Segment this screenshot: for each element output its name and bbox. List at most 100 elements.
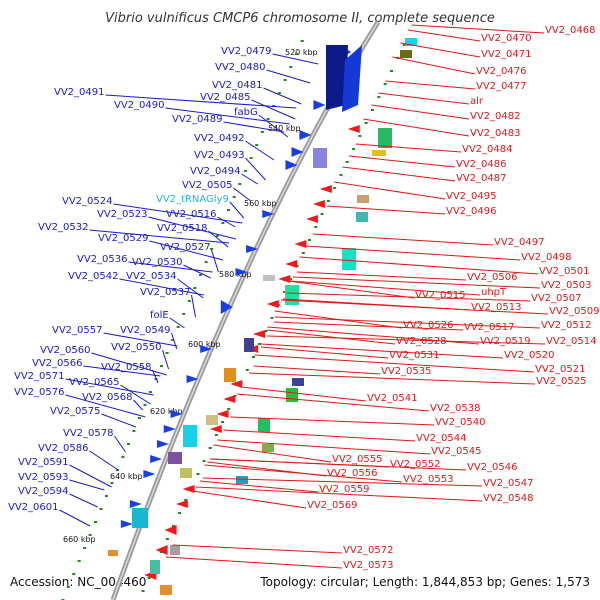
gene-label[interactable]: folE <box>150 310 169 321</box>
gene-label[interactable]: VV2_0497 <box>494 237 545 248</box>
gene-label[interactable]: VV2_0529 <box>98 233 149 244</box>
gene-label[interactable]: VV2_0576 <box>14 387 65 398</box>
gene-label[interactable]: VV2_0520 <box>504 350 555 361</box>
gene-label[interactable]: VV2_0491 <box>54 87 105 98</box>
gene-label[interactable]: VV2_0558 <box>101 362 152 373</box>
gene-block <box>326 45 348 110</box>
gene-label[interactable]: fabG <box>234 107 258 118</box>
gene-label[interactable]: VV2_0538 <box>430 403 481 414</box>
accession-text: Accession: NC_004460 <box>10 575 146 589</box>
gene-label[interactable]: VV2_0535 <box>381 366 432 377</box>
gene-label[interactable]: VV2_0489 <box>172 114 223 125</box>
gene-label[interactable]: VV2_0527 <box>160 242 211 253</box>
gene-label[interactable]: VV2_0594 <box>18 486 69 497</box>
gene-label[interactable]: VV2_0501 <box>539 266 590 277</box>
gene-label[interactable]: VV2_0528 <box>396 336 447 347</box>
gene-label[interactable]: VV2_0521 <box>535 364 586 375</box>
gene-label[interactable]: VV2_0548 <box>483 493 534 504</box>
gene-label[interactable]: VV2_0514 <box>546 336 597 347</box>
gene-label[interactable]: VV2_0572 <box>343 545 394 556</box>
gene-label[interactable]: VV2_0573 <box>343 560 394 571</box>
gene-label[interactable]: VV2_0513 <box>471 302 522 313</box>
gene-label[interactable]: VV2_0530 <box>132 257 183 268</box>
gene-label[interactable]: VV2_0601 <box>8 502 59 513</box>
gene-label[interactable]: VV2_0468 <box>545 25 596 36</box>
gene-label[interactable]: VV2_0492 <box>194 133 245 144</box>
gene-label[interactable]: VV2_0525 <box>536 376 587 387</box>
gene-label[interactable]: VV2_0559 <box>319 484 370 495</box>
gene-label[interactable]: VV2_0512 <box>541 320 592 331</box>
gene-label[interactable]: VV2_0509 <box>549 306 600 317</box>
gene-label[interactable]: VV2_0547 <box>483 478 534 489</box>
gene-label[interactable]: VV2_0569 <box>307 500 358 511</box>
gene-label-trna[interactable]: VV2_tRNAGly9 <box>156 194 229 205</box>
gene-label[interactable]: VV2_0481 <box>212 80 263 91</box>
gene-label[interactable]: VV2_0532 <box>38 222 89 233</box>
gene-label[interactable]: VV2_0575 <box>50 406 101 417</box>
gene-label[interactable]: VV2_0517 <box>464 322 515 333</box>
gene-label[interactable]: VV2_0506 <box>467 272 518 283</box>
gene-label[interactable]: VV2_0515 <box>415 290 466 301</box>
gene-label[interactable]: VV2_0486 <box>456 159 507 170</box>
label-leader-line <box>169 317 185 329</box>
gene-label[interactable]: VV2_0490 <box>114 100 165 111</box>
gene-label[interactable]: VV2_0470 <box>481 33 532 44</box>
label-leader-line <box>120 384 151 405</box>
gene-label[interactable]: VV2_0586 <box>38 443 89 454</box>
gene-label[interactable]: VV2_0480 <box>215 62 266 73</box>
gene-label[interactable]: VV2_0524 <box>62 196 113 207</box>
gene-label[interactable]: VV2_0568 <box>82 392 133 403</box>
gene-label[interactable]: VV2_0550 <box>111 342 162 353</box>
gene-label[interactable]: VV2_0536 <box>77 254 128 265</box>
gene-label[interactable]: VV2_0494 <box>190 166 241 177</box>
gene-label[interactable]: VV2_0546 <box>467 462 518 473</box>
gene-label[interactable]: VV2_0591 <box>18 457 69 468</box>
gene-label[interactable]: VV2_0540 <box>435 417 486 428</box>
gene-label[interactable]: VV2_0560 <box>40 345 91 356</box>
gene-label[interactable]: VV2_0479 <box>221 46 272 57</box>
gene-label[interactable]: VV2_0503 <box>541 280 592 291</box>
gene-label[interactable]: VV2_0552 <box>390 459 441 470</box>
gene-label[interactable]: VV2_0496 <box>446 206 497 217</box>
gene-label[interactable]: VV2_0505 <box>182 180 233 191</box>
forward-gene-arrow <box>129 500 142 508</box>
gene-label[interactable]: VV2_0518 <box>157 223 208 234</box>
gene-label[interactable]: VV2_0519 <box>480 336 531 347</box>
gene-label[interactable]: VV2_0534 <box>126 271 177 282</box>
gene-label[interactable]: VV2_0542 <box>68 271 119 282</box>
gene-label[interactable]: VV2_0483 <box>470 128 521 139</box>
gene-label[interactable]: VV2_0557 <box>52 325 103 336</box>
gene-label[interactable]: VV2_0476 <box>476 66 527 77</box>
gene-label[interactable]: VV2_0544 <box>416 433 467 444</box>
gene-label[interactable]: VV2_0495 <box>446 191 497 202</box>
gene-label[interactable]: VV2_0566 <box>32 358 83 369</box>
gene-label[interactable]: VV2_0482 <box>470 111 521 122</box>
gene-label[interactable]: VV2_0477 <box>476 81 527 92</box>
gene-label[interactable]: VV2_0487 <box>456 173 507 184</box>
gene-label[interactable]: VV2_0545 <box>431 446 482 457</box>
gene-label[interactable]: alr <box>470 96 484 107</box>
gene-label[interactable]: VV2_0553 <box>403 474 454 485</box>
gene-label[interactable]: VV2_0593 <box>18 472 69 483</box>
gene-label[interactable]: VV2_0516 <box>166 209 217 220</box>
gene-label[interactable]: VV2_0507 <box>531 293 582 304</box>
gene-label[interactable]: VV2_0541 <box>367 393 418 404</box>
gene-label[interactable]: VV2_0484 <box>462 144 513 155</box>
gene-label[interactable]: VV2_0485 <box>200 92 251 103</box>
gene-label[interactable]: uhpT <box>481 287 507 298</box>
gene-label[interactable]: VV2_0555 <box>332 454 383 465</box>
gene-label[interactable]: VV2_0498 <box>521 252 572 263</box>
forward-gene-arrow <box>143 470 156 478</box>
gene-label[interactable]: VV2_0565 <box>69 377 120 388</box>
label-leader-line <box>289 280 481 296</box>
gene-label[interactable]: VV2_0537 <box>140 287 191 298</box>
gene-label[interactable]: VV2_0578 <box>63 428 114 439</box>
gene-label[interactable]: VV2_0549 <box>120 325 171 336</box>
gene-label[interactable]: VV2_0531 <box>389 350 440 361</box>
gene-label[interactable]: VV2_0556 <box>327 468 378 479</box>
gene-label[interactable]: VV2_0493 <box>194 150 245 161</box>
gene-label[interactable]: VV2_0571 <box>14 371 65 382</box>
gene-label[interactable]: VV2_0523 <box>97 209 148 220</box>
gene-label[interactable]: VV2_0471 <box>481 49 532 60</box>
gene-label[interactable]: VV2_0526 <box>403 320 454 331</box>
